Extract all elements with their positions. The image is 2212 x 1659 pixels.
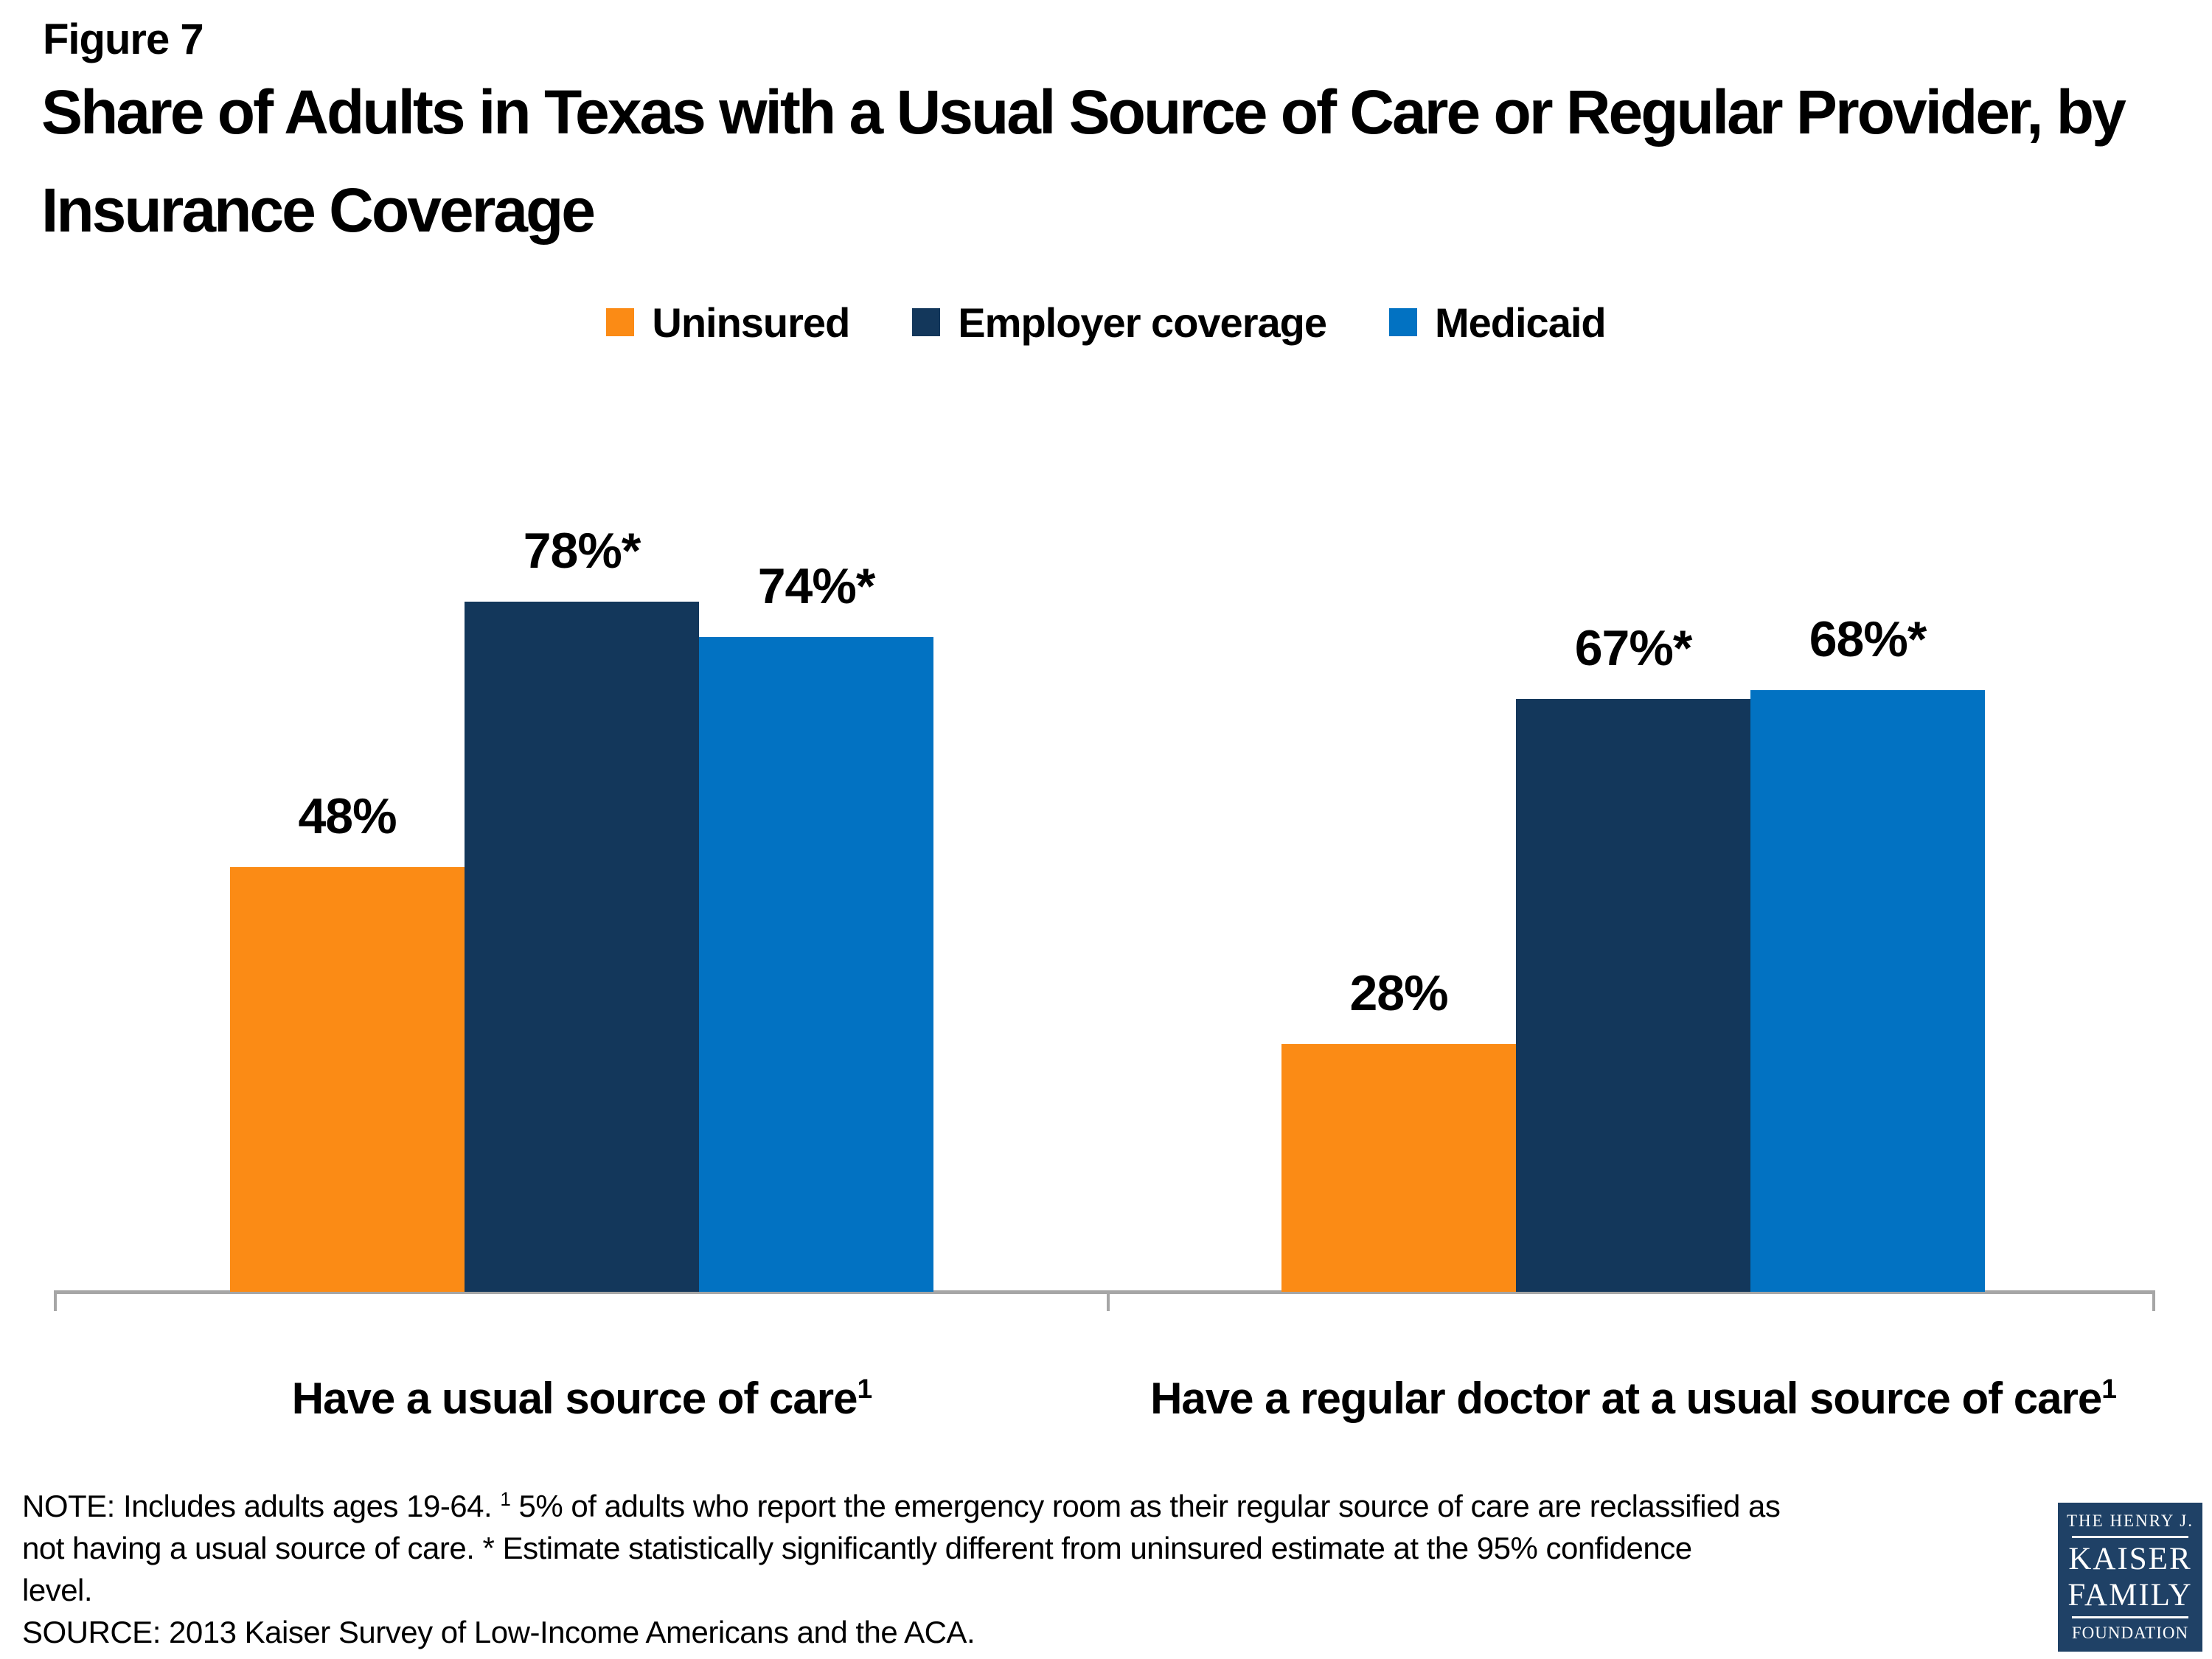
category-label-usual-source: Have a usual source of care1: [66, 1358, 1098, 1439]
source-line: SOURCE: 2013 Kaiser Survey of Low-Income…: [22, 1615, 975, 1649]
kff-logo: THE HENRY J. KAISER FAMILY FOUNDATION: [2058, 1503, 2202, 1652]
chart-legend: Uninsured Employer coverage Medicaid: [0, 293, 2212, 351]
bar-value-label-uninsured-group2: 28%: [1349, 965, 1448, 1021]
legend-swatch-medicaid: [1388, 308, 1417, 336]
footnote-marker: 1: [500, 1488, 511, 1510]
legend-label-employer-coverage: Employer coverage: [958, 299, 1327, 346]
logo-text-family: FAMILY: [2067, 1578, 2193, 1613]
note-block: NOTE: Includes adults ages 19-64. 1 5% o…: [22, 1485, 2057, 1653]
bar-medicaid-group2: [1750, 690, 1985, 1292]
bar-employer-coverage-group1: [465, 602, 699, 1292]
legend-item-uninsured: Uninsured: [606, 299, 850, 347]
legend-item-medicaid: Medicaid: [1388, 299, 1607, 347]
logo-text-foundation: FOUNDATION: [2071, 1623, 2189, 1642]
legend-swatch-employer-coverage: [912, 308, 941, 336]
footnote-marker: 1: [2101, 1373, 2117, 1404]
bar-value-label-employer-coverage-group1: 78%*: [523, 523, 641, 579]
bar-medicaid-group1: [699, 637, 933, 1292]
footnote-marker: 1: [857, 1373, 873, 1404]
note-line-2: not having a usual source of care. * Est…: [22, 1531, 1692, 1565]
logo-text-henry-j: THE HENRY J.: [2066, 1512, 2194, 1530]
logo-divider: [2072, 1616, 2188, 1619]
note-line-1: NOTE: Includes adults ages 19-64. 1 5% o…: [22, 1485, 2057, 1527]
category-text: Have a usual source of care: [291, 1374, 858, 1423]
chart-title: Share of Adults in Texas with a Usual So…: [41, 77, 2126, 245]
category-text: Have a regular doctor at a usual source …: [1150, 1374, 2102, 1423]
note-text: 5% of adults who report the emergency ro…: [510, 1489, 1781, 1523]
figure-label: Figure 7: [43, 15, 204, 63]
bar-employer-coverage-group2: [1516, 699, 1750, 1292]
x-axis-tick-right: [2152, 1292, 2155, 1311]
x-axis-tick-left: [54, 1292, 57, 1311]
legend-label-medicaid: Medicaid: [1434, 299, 1607, 346]
bar-value-label-medicaid-group1: 74%*: [757, 558, 876, 614]
bar-value-label-employer-coverage-group2: 67%*: [1574, 620, 1693, 676]
x-axis-tick-middle: [1107, 1292, 1110, 1311]
x-axis-line: [54, 1290, 2155, 1294]
logo-divider: [2072, 1535, 2188, 1538]
logo-text-kaiser: KAISER: [2068, 1541, 2192, 1576]
note-line-3: level.: [22, 1573, 93, 1607]
legend-label-uninsured: Uninsured: [652, 299, 850, 346]
legend-item-employer-coverage: Employer coverage: [912, 299, 1327, 347]
note-text: NOTE: Includes adults ages 19-64.: [22, 1489, 501, 1523]
bar-uninsured-group1: [230, 867, 465, 1292]
legend-swatch-uninsured: [606, 308, 635, 336]
category-label-regular-doctor: Have a regular doctor at a usual source …: [1117, 1358, 2149, 1439]
bar-value-label-medicaid-group2: 68%*: [1809, 611, 1927, 667]
bar-uninsured-group2: [1281, 1044, 1516, 1292]
bar-value-label-uninsured-group1: 48%: [298, 788, 397, 844]
